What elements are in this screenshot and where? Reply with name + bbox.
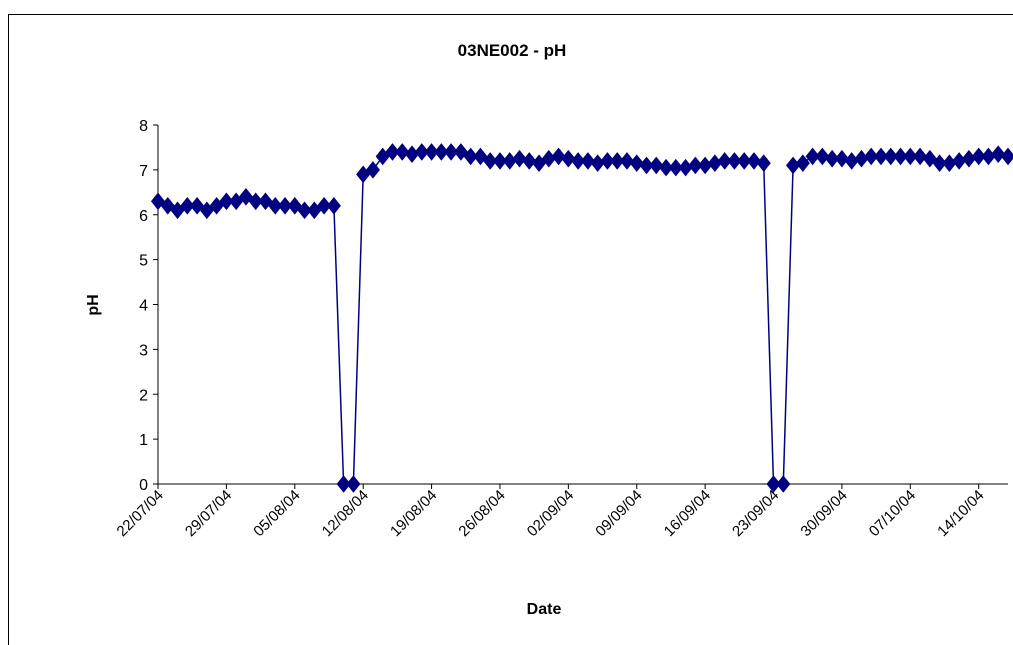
data-point bbox=[336, 475, 351, 493]
data-point bbox=[492, 152, 507, 170]
data-point bbox=[268, 196, 283, 215]
data-point bbox=[717, 152, 732, 170]
data-point bbox=[619, 152, 635, 170]
data-point bbox=[668, 158, 683, 177]
data-point bbox=[277, 196, 293, 215]
data-point bbox=[317, 196, 332, 215]
chart-frame bbox=[8, 14, 1013, 645]
data-point bbox=[991, 145, 1006, 163]
y-tick-label: 4 bbox=[139, 298, 148, 315]
data-point bbox=[659, 158, 674, 177]
data-point bbox=[571, 152, 586, 170]
y-tick-label: 2 bbox=[139, 387, 148, 404]
data-point bbox=[932, 154, 947, 172]
data-point bbox=[522, 152, 537, 170]
data-point bbox=[903, 147, 918, 166]
data-point bbox=[883, 147, 898, 166]
data-point bbox=[180, 196, 195, 215]
data-point bbox=[473, 147, 488, 166]
data-point bbox=[463, 147, 478, 166]
data-point bbox=[424, 143, 439, 161]
data-point bbox=[756, 154, 771, 172]
data-point bbox=[297, 201, 312, 220]
data-point bbox=[746, 152, 762, 170]
data-point bbox=[414, 143, 429, 161]
data-point bbox=[913, 147, 928, 166]
data-point bbox=[434, 143, 449, 161]
data-point bbox=[600, 152, 615, 170]
data-point bbox=[825, 149, 840, 168]
y-tick-label: 8 bbox=[139, 118, 148, 135]
data-point bbox=[444, 143, 459, 161]
data-point bbox=[649, 156, 664, 175]
data-point bbox=[287, 196, 302, 215]
data-point bbox=[551, 147, 566, 166]
data-point bbox=[150, 192, 166, 211]
data-point bbox=[639, 156, 654, 175]
data-point bbox=[453, 143, 468, 161]
data-point bbox=[561, 149, 576, 168]
data-point bbox=[766, 475, 781, 493]
x-axis-label: Date bbox=[527, 601, 562, 618]
y-axis-label: pH bbox=[85, 294, 102, 315]
data-point bbox=[248, 192, 263, 211]
y-tick-label: 1 bbox=[139, 432, 148, 449]
data-point bbox=[864, 147, 879, 166]
y-tick-label: 7 bbox=[139, 163, 148, 180]
data-point bbox=[219, 192, 234, 211]
y-tick-label: 5 bbox=[139, 253, 148, 270]
data-point bbox=[805, 147, 820, 166]
data-point bbox=[873, 147, 889, 166]
data-point bbox=[971, 147, 986, 166]
data-point bbox=[326, 196, 341, 215]
data-point bbox=[395, 143, 410, 161]
data-point bbox=[365, 161, 380, 179]
data-point bbox=[737, 152, 752, 170]
y-tick-label: 6 bbox=[139, 208, 148, 225]
data-point bbox=[795, 154, 810, 172]
data-point bbox=[776, 475, 791, 493]
data-point bbox=[385, 143, 400, 161]
data-point bbox=[629, 154, 644, 172]
data-point bbox=[258, 192, 273, 211]
y-tick-label: 0 bbox=[139, 477, 148, 494]
data-point bbox=[610, 152, 625, 170]
data-point bbox=[893, 147, 908, 166]
data-point bbox=[688, 156, 703, 175]
data-point bbox=[1000, 147, 1013, 166]
data-point bbox=[580, 152, 595, 170]
data-point bbox=[483, 152, 498, 170]
chart-title: 03NE002 - pH bbox=[458, 41, 567, 60]
data-point bbox=[834, 149, 849, 168]
y-tick-label: 3 bbox=[139, 342, 148, 359]
data-point bbox=[815, 147, 830, 166]
data-point bbox=[346, 475, 361, 493]
data-point bbox=[512, 149, 527, 168]
data-point bbox=[727, 152, 742, 170]
